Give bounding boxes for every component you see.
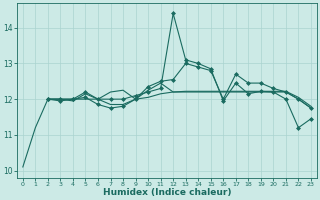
X-axis label: Humidex (Indice chaleur): Humidex (Indice chaleur) bbox=[103, 188, 231, 197]
